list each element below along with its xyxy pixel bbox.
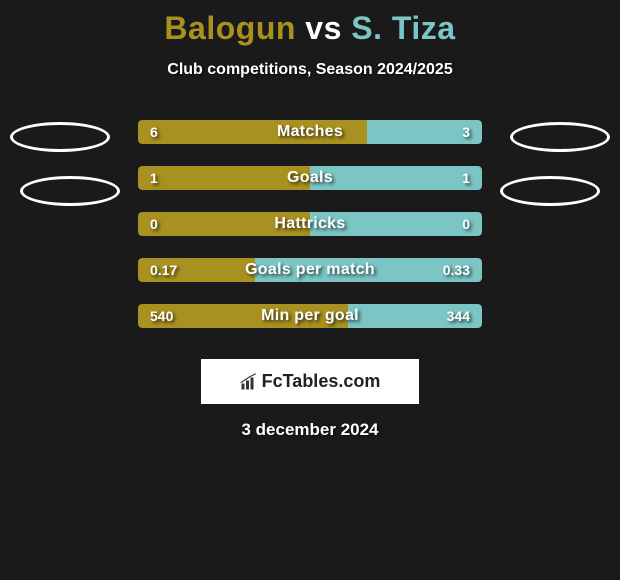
stat-bar: 540Min per goal344	[138, 304, 482, 328]
player1-name: Balogun	[164, 10, 295, 46]
stat-value-right: 0	[462, 212, 470, 236]
stat-row: 540Min per goal344	[0, 293, 620, 339]
stat-row: 0.17Goals per match0.33	[0, 247, 620, 293]
stat-row: 6Matches3	[0, 109, 620, 155]
stat-row: 1Goals1	[0, 155, 620, 201]
subtitle: Club competitions, Season 2024/2025	[0, 61, 620, 79]
date-text: 3 december 2024	[0, 420, 620, 440]
vs-text: vs	[305, 10, 342, 46]
stat-label: Goals	[138, 166, 482, 190]
stat-bar: 0Hattricks0	[138, 212, 482, 236]
chart-icon	[240, 373, 258, 391]
page-title: Balogun vs S. Tiza	[0, 0, 620, 47]
stats-chart: 6Matches3 1Goals1 0Hattricks0 0.17Goals per…	[0, 109, 620, 339]
stat-value-right: 1	[462, 166, 470, 190]
stat-label: Matches	[138, 120, 482, 144]
stat-bar: 0.17Goals per match0.33	[138, 258, 482, 282]
stat-label: Hattricks	[138, 212, 482, 236]
player2-name: S. Tiza	[351, 10, 455, 46]
stat-label: Goals per match	[138, 258, 482, 282]
stat-bar: 1Goals1	[138, 166, 482, 190]
stat-value-right: 3	[462, 120, 470, 144]
stat-value-right: 344	[447, 304, 470, 328]
stat-row: 0Hattricks0	[0, 201, 620, 247]
logo-text: FcTables.com	[262, 371, 381, 392]
stat-label: Min per goal	[138, 304, 482, 328]
stat-value-right: 0.33	[443, 258, 470, 282]
fctables-logo[interactable]: FcTables.com	[201, 359, 419, 404]
stat-bar: 6Matches3	[138, 120, 482, 144]
